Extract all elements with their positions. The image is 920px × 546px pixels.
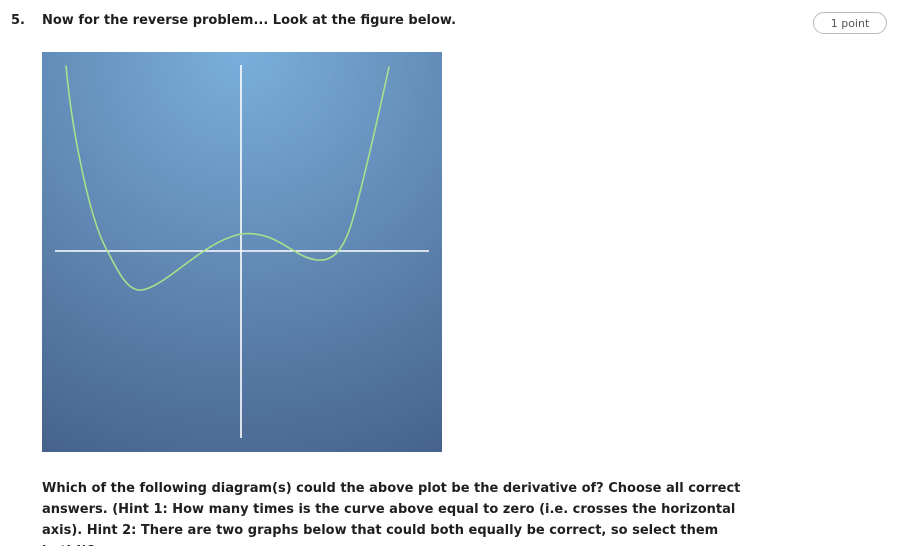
question-title: Now for the reverse problem... Look at t… [42, 13, 457, 28]
figure-plot [42, 52, 442, 452]
question-prompt: Which of the following diagram(s) could … [42, 481, 741, 546]
derivative-curve [65, 65, 390, 291]
points-badge: 1 point [813, 12, 887, 34]
question-number: 5. [11, 13, 25, 28]
figure-background [42, 52, 442, 452]
question-figure [42, 52, 442, 452]
